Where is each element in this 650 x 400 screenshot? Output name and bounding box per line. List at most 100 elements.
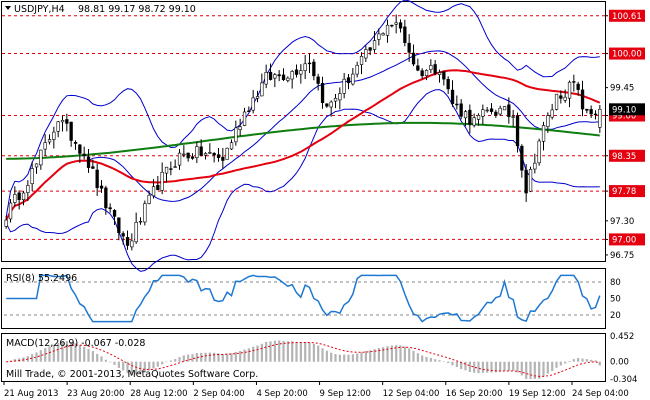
rsi-axis-label: 20 — [610, 311, 621, 321]
main-price-panel[interactable] — [1, 1, 606, 262]
candle-body — [372, 40, 377, 50]
macd-histogram-bar — [100, 356, 103, 362]
macd-histogram-bar — [269, 341, 272, 362]
candle-body — [112, 210, 117, 217]
macd-histogram-bar — [104, 359, 107, 362]
level-tag — [609, 233, 645, 246]
level-tag — [609, 185, 645, 198]
candle-body — [26, 185, 30, 193]
candle-body — [312, 61, 316, 77]
candle-body — [442, 71, 446, 80]
macd-histogram-bar — [468, 361, 471, 372]
candle-body — [130, 240, 134, 248]
candle-body — [203, 153, 208, 156]
candle-body — [329, 101, 333, 108]
candle-body — [572, 81, 576, 83]
macd-histogram-bar — [421, 355, 424, 362]
candle-body — [559, 95, 563, 99]
rsi-label: RSI(8) 55.2496 — [6, 273, 77, 284]
candle-body — [225, 147, 229, 160]
macd-histogram-bar — [52, 344, 55, 362]
candle-body — [429, 65, 433, 71]
candle-body — [60, 120, 65, 123]
macd-histogram-bar — [503, 361, 506, 371]
candle-body — [316, 76, 320, 84]
candle-body — [398, 22, 403, 29]
candle-body — [364, 49, 368, 59]
macd-histogram-bar — [265, 342, 268, 362]
level-tag-label: 99.00 — [612, 112, 636, 122]
candle-body — [403, 26, 407, 43]
candle-body — [164, 166, 169, 174]
candle-body — [286, 77, 290, 81]
rsi-panel[interactable] — [1, 268, 606, 329]
macd-histogram-bar — [364, 351, 367, 362]
macd-histogram-bar — [286, 341, 289, 362]
macd-histogram-bar — [520, 361, 523, 376]
macd-histogram-bar — [165, 361, 168, 363]
candle-body — [546, 115, 550, 127]
macd-histogram-bar — [568, 361, 571, 362]
candle-body — [17, 192, 21, 200]
candle-body — [268, 71, 273, 80]
macd-histogram-bar — [83, 346, 86, 362]
candle-body — [160, 172, 164, 191]
macd-histogram-bar — [70, 342, 73, 362]
macd-histogram-bar — [377, 348, 380, 362]
candle-body — [91, 166, 95, 169]
macd-histogram-bar — [156, 361, 159, 367]
macd-histogram-bar — [481, 361, 484, 373]
macd-histogram-bar — [78, 345, 81, 362]
macd-histogram-bar — [598, 361, 601, 366]
macd-histogram-bar — [96, 353, 99, 362]
symbol-title: USDJPY,H4 — [14, 4, 65, 15]
macd-axis-label: -0.304 — [610, 375, 637, 385]
macd-histogram-bar — [447, 361, 450, 363]
time-axis-label: 2 Sep 04:00 — [193, 389, 244, 399]
candle-body — [468, 109, 472, 125]
macd-histogram-bar — [178, 357, 181, 362]
macd-histogram-bar — [429, 357, 432, 362]
macd-histogram-bar — [572, 359, 575, 362]
candle-body — [82, 153, 86, 157]
level-tag — [609, 149, 645, 162]
macd-histogram-bar — [455, 361, 458, 367]
macd-histogram-bar — [386, 346, 389, 362]
candle-body — [208, 152, 212, 154]
level-tag-label: 98.35 — [612, 152, 636, 162]
level-tag-label: 100.61 — [612, 12, 642, 22]
macd-histogram-bar — [152, 361, 155, 369]
macd-histogram-bar — [325, 350, 328, 362]
triangle-down-icon[interactable] — [5, 6, 11, 10]
candle-body — [338, 93, 342, 101]
macd-histogram-bar — [195, 353, 198, 362]
macd-histogram-bar — [460, 361, 463, 370]
candle-body — [307, 62, 312, 65]
macd-histogram-bar — [494, 361, 497, 373]
time-axis-label: 24 Sep 04:00 — [572, 389, 629, 399]
candle-body — [563, 96, 567, 101]
macd-histogram-bar — [35, 352, 38, 362]
macd-histogram-bar — [48, 346, 51, 362]
candle-body — [190, 156, 195, 159]
candle-body — [481, 109, 485, 117]
candle-body — [13, 194, 17, 203]
macd-histogram-bar — [200, 352, 203, 362]
candle-body — [502, 106, 507, 111]
candle-body — [108, 207, 112, 210]
candle-body — [585, 108, 589, 111]
time-axis-label: 21 Aug 2013 — [4, 389, 58, 399]
candle-body — [229, 142, 234, 150]
level-tag — [609, 9, 645, 22]
macd-histogram-bar — [590, 359, 593, 362]
candle-body — [242, 111, 247, 126]
macd-histogram-bar — [221, 353, 224, 362]
candle-body — [459, 103, 463, 117]
candle-body — [489, 108, 494, 112]
macd-histogram-bar — [438, 360, 441, 362]
candle-body — [234, 127, 238, 143]
macd-axis-label: 0.00 — [610, 358, 629, 368]
ma-slow-line — [6, 121, 600, 160]
candle-body — [34, 163, 39, 168]
